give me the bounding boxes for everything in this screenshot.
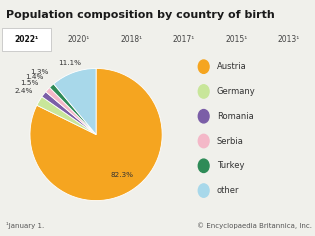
Circle shape <box>198 159 209 173</box>
Circle shape <box>198 110 209 123</box>
Circle shape <box>198 184 209 197</box>
Text: ¹January 1.: ¹January 1. <box>6 222 44 229</box>
Bar <box>2 28 51 51</box>
Text: 2015¹: 2015¹ <box>225 35 247 44</box>
Text: Austria: Austria <box>217 62 247 71</box>
Text: 11.1%: 11.1% <box>59 60 82 66</box>
Text: 1.5%: 1.5% <box>20 80 38 86</box>
Text: 82.3%: 82.3% <box>110 173 133 178</box>
Wedge shape <box>37 97 96 135</box>
Text: Population composition by country of birth: Population composition by country of bir… <box>6 10 275 20</box>
Text: Serbia: Serbia <box>217 136 244 146</box>
Text: 2022¹: 2022¹ <box>14 35 38 44</box>
Text: 2.4%: 2.4% <box>14 88 32 94</box>
Text: Germany: Germany <box>217 87 255 96</box>
Text: other: other <box>217 186 239 195</box>
Wedge shape <box>30 68 162 201</box>
Text: 1.3%: 1.3% <box>30 69 48 75</box>
Circle shape <box>198 60 209 73</box>
Text: Romania: Romania <box>217 112 254 121</box>
Text: 2013¹: 2013¹ <box>278 35 300 44</box>
Wedge shape <box>50 84 96 135</box>
Circle shape <box>198 134 209 148</box>
Wedge shape <box>46 88 96 135</box>
Text: 2018¹: 2018¹ <box>120 35 142 44</box>
Wedge shape <box>54 68 96 135</box>
Text: Turkey: Turkey <box>217 161 244 170</box>
Text: 2020¹: 2020¹ <box>68 35 90 44</box>
Text: 1.4%: 1.4% <box>25 74 43 80</box>
Text: © Encyclopaedia Britannica, Inc.: © Encyclopaedia Britannica, Inc. <box>197 222 312 229</box>
Text: 2017¹: 2017¹ <box>173 35 195 44</box>
Circle shape <box>198 85 209 98</box>
Wedge shape <box>42 92 96 135</box>
